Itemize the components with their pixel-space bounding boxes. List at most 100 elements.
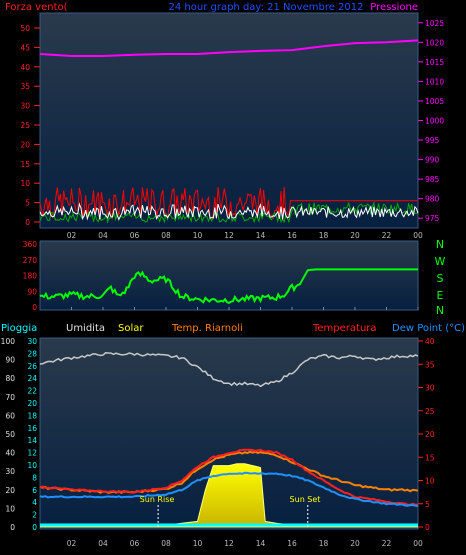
humidity-tick-label: 10 — [5, 504, 15, 513]
rain-tick-label: 22 — [27, 387, 37, 396]
x-tick-label: 10 — [193, 231, 203, 240]
wind-pressure-panel — [39, 12, 419, 229]
compass-w: W — [435, 255, 446, 268]
compass-n-top: N — [436, 238, 444, 251]
humidity-line — [39, 352, 419, 388]
rain-tick-label: 10 — [27, 461, 37, 470]
x-tick-label: 20 — [350, 231, 360, 240]
graph-title: 24 hour graph day: 21 Novembre 2012 — [169, 2, 364, 13]
humidity-legend: Umidita — [66, 323, 105, 334]
rain-tick-label: 12 — [27, 449, 37, 458]
pressure-line — [39, 39, 419, 57]
x-tick-label: 08 — [161, 231, 171, 240]
rain-tick-label: 6 — [32, 486, 37, 495]
rain-tick-label: 4 — [32, 498, 37, 507]
temp-riarnoli-legend: Temp. Riarnoli — [171, 323, 243, 334]
x-tick-label: 22 — [382, 539, 392, 548]
x-tick-label: 04 — [98, 231, 108, 240]
temperature-tick-label: 5 — [425, 500, 430, 509]
humidity-tick-label: 90 — [5, 356, 15, 365]
wind-tick-label: 35 — [20, 82, 30, 91]
pressure-tick-label: 1020 — [425, 38, 444, 47]
pressure-tick-label: 980 — [425, 195, 440, 204]
x-tick-label: 20 — [350, 539, 360, 548]
compass-s: S — [437, 272, 444, 285]
wind-speed-line — [39, 202, 419, 221]
x-tick-label: 10 — [193, 539, 203, 548]
wind-tick-label: 45 — [20, 43, 30, 52]
pressure-tick-label: 1000 — [425, 117, 444, 126]
rain-tick-label: 28 — [27, 349, 37, 358]
direction-panel — [39, 240, 419, 311]
wind-tick-label: 15 — [20, 160, 30, 169]
x-tick-label: 12 — [224, 539, 234, 548]
wind-tick-label: 10 — [20, 179, 30, 188]
dewpoint-line — [39, 471, 419, 508]
x-tick-label: 08 — [161, 539, 171, 548]
pressure-tick-label: 1025 — [425, 19, 444, 28]
direction-tick-label: 0 — [32, 303, 37, 312]
humidity-tick-label: 100 — [1, 337, 16, 346]
x-tick-label: 16 — [287, 539, 297, 548]
wind-axis-title: Forza vento( — [5, 2, 68, 13]
x-tick-label: 18 — [319, 231, 329, 240]
pressure-tick-label: 1010 — [425, 77, 444, 86]
humidity-tick-label: 40 — [5, 449, 15, 458]
rain-tick-label: 14 — [27, 436, 37, 445]
direction-tick-label: 90 — [27, 287, 37, 296]
rain-tick-label: 26 — [27, 362, 37, 371]
pressure-tick-label: 990 — [425, 156, 440, 165]
rain-tick-label: 20 — [27, 399, 37, 408]
temperature-tick-label: 0 — [425, 523, 430, 532]
humidity-tick-label: 30 — [5, 467, 15, 476]
rain-tick-label: 30 — [27, 337, 37, 346]
x-tick-label: 16 — [287, 231, 297, 240]
temperature-legend: Temperatura — [312, 323, 377, 334]
x-tick-label: 12 — [224, 231, 234, 240]
humidity-tick-label: 20 — [5, 486, 15, 495]
direction-tick-label: 270 — [23, 256, 38, 265]
x-tick-label: 02 — [67, 539, 77, 548]
wind-tick-label: 25 — [20, 121, 30, 130]
pressure-tick-label: 1015 — [425, 58, 444, 67]
humidity-tick-label: 70 — [5, 393, 15, 402]
x-tick-label: 02 — [67, 231, 77, 240]
sunrise-label: Sun Rise — [140, 495, 175, 504]
x-tick-label: 00 — [413, 539, 423, 548]
wind-tick-label: 0 — [25, 218, 30, 227]
pressure-tick-label: 1005 — [425, 97, 444, 106]
pressure-tick-label: 985 — [425, 175, 440, 184]
x-tick-label: 14 — [256, 539, 266, 548]
direction-tick-label: 360 — [23, 240, 38, 249]
rain-tick-label: 18 — [27, 411, 37, 420]
humidity-tick-label: 0 — [10, 523, 15, 532]
rain-tick-label: 8 — [32, 473, 37, 482]
temperature-tick-label: 15 — [425, 453, 435, 462]
humidity-tick-label: 50 — [5, 430, 15, 439]
x-tick-label: 14 — [256, 231, 266, 240]
rain-tick-label: 2 — [32, 511, 37, 520]
rain-tick-label: 24 — [27, 374, 37, 383]
wind-tick-label: 50 — [20, 24, 30, 33]
direction-tick-label: 180 — [23, 272, 38, 281]
x-tick-label: 22 — [382, 231, 392, 240]
pressure-tick-label: 995 — [425, 136, 440, 145]
rain-tick-label: 0 — [32, 523, 37, 532]
temperature-tick-label: 25 — [425, 407, 435, 416]
pressure-axis-title: Pressione — [370, 2, 418, 13]
wind-tick-label: 5 — [25, 199, 30, 208]
x-tick-label: 18 — [319, 539, 329, 548]
rain-axis-title: Pioggia — [1, 323, 37, 334]
temperature-tick-label: 35 — [425, 360, 435, 369]
wind-tick-label: 30 — [20, 102, 30, 111]
humidity-tick-label: 80 — [5, 374, 15, 383]
pressure-tick-label: 975 — [425, 214, 440, 223]
temperature-tick-label: 30 — [425, 384, 435, 393]
x-tick-label: 00 — [413, 231, 423, 240]
wind-direction-line — [39, 268, 418, 304]
humidity-tick-label: 60 — [5, 411, 15, 420]
x-tick-label: 06 — [130, 539, 140, 548]
rain-tick-label: 16 — [27, 424, 37, 433]
wind-tick-label: 20 — [20, 140, 30, 149]
